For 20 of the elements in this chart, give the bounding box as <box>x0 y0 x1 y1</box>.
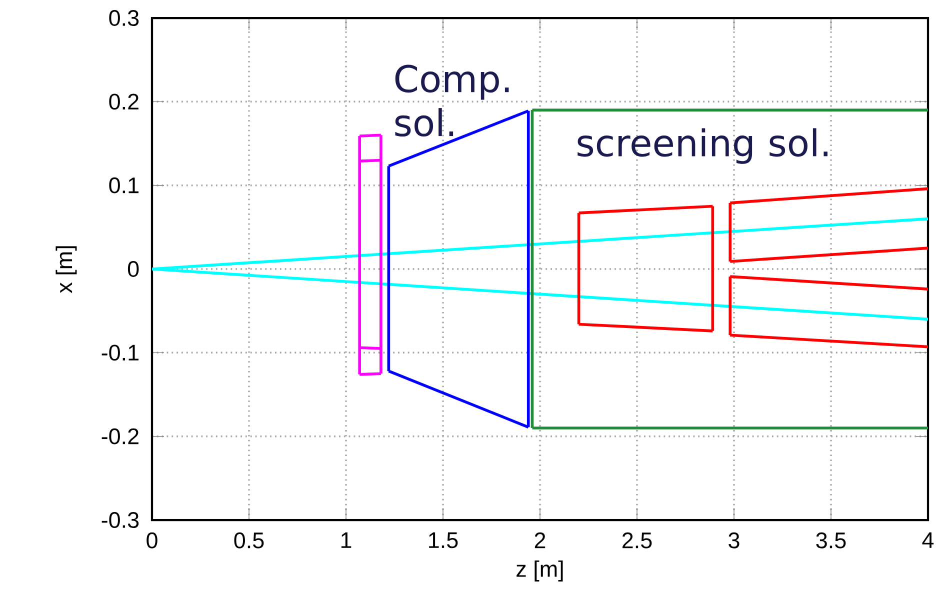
x-tick-label: 2 <box>534 532 546 548</box>
x-tick-label: 1.5 <box>429 532 458 548</box>
x-tick-label: 1 <box>341 532 352 548</box>
annotation: Comp. sol. <box>395 64 509 137</box>
x-tick-label: 2.5 <box>622 532 652 548</box>
x-tick-label: 3 <box>728 532 740 548</box>
y-tick-label: -0.3 <box>102 512 139 528</box>
y-tick-label: -0.2 <box>102 428 138 444</box>
x-tick-label: 0 <box>146 532 158 548</box>
x-tick-label: 0.5 <box>234 532 264 548</box>
x-tick-label: 3.5 <box>816 532 846 548</box>
x-axis-title: z [m] <box>516 560 563 582</box>
y-tick-label: 0.2 <box>109 94 138 110</box>
x-tick-label: 4 <box>922 532 934 548</box>
y-tick-label: 0.1 <box>109 177 138 194</box>
y-tick-label: -0.1 <box>102 344 138 361</box>
y-tick-label: 0 <box>128 261 139 277</box>
y-axis-title: x [m] <box>56 246 77 294</box>
annotation: screening sol. <box>578 128 828 164</box>
y-tick-label: 0.3 <box>109 10 139 26</box>
